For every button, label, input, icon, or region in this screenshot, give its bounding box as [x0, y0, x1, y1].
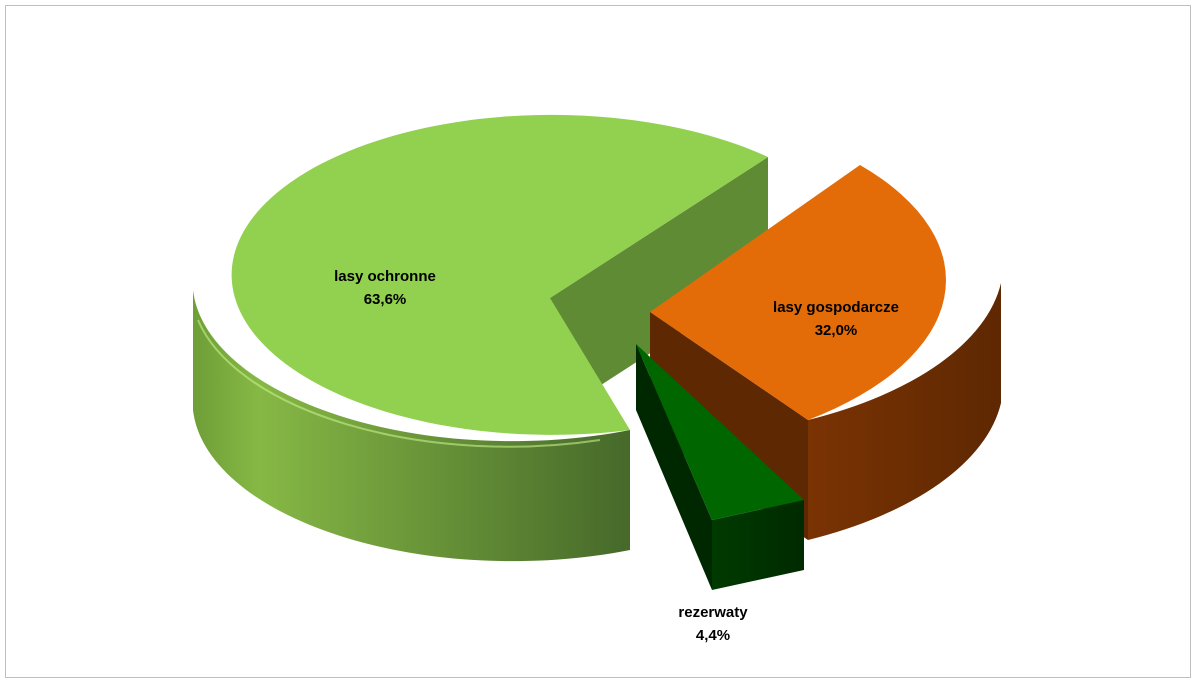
data-label-name: lasy gospodarcze — [773, 299, 899, 316]
pie-slice-rezerwaty — [636, 344, 804, 590]
data-label-lasy-ochronne: lasy ochronne 63,6% — [334, 268, 436, 308]
pie-slice-lasy-ochronne — [193, 114, 769, 562]
data-label-value: 63,6% — [364, 291, 407, 308]
data-label-lasy-gospodarcze: lasy gospodarcze 32,0% — [773, 299, 899, 339]
data-label-name: rezerwaty — [678, 604, 748, 621]
data-label-value: 32,0% — [815, 322, 858, 339]
data-label-name: lasy ochronne — [334, 268, 436, 285]
data-label-value: 4,4% — [696, 627, 730, 644]
data-label-rezerwaty: rezerwaty 4,4% — [678, 604, 748, 644]
